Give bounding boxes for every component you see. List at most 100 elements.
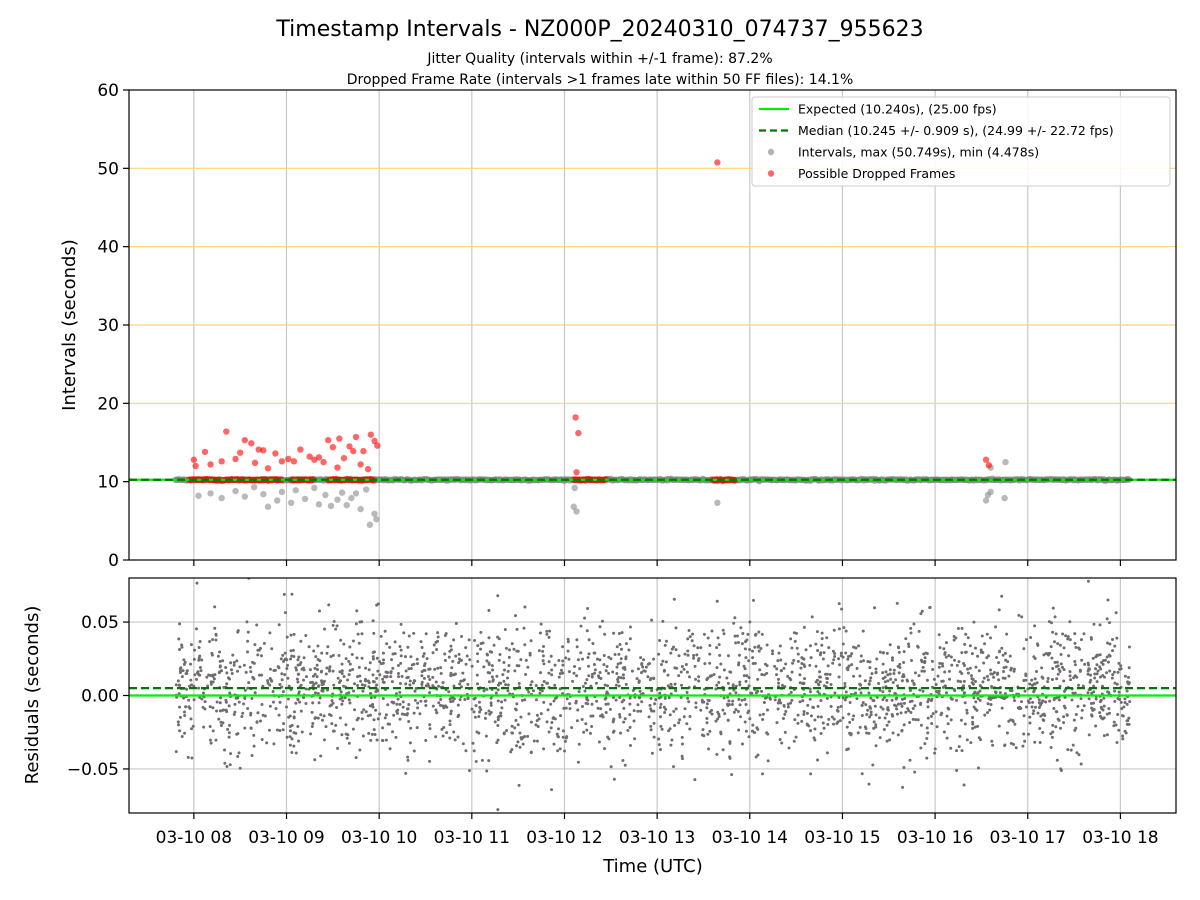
residual-point: [867, 682, 871, 686]
residual-point: [926, 731, 930, 735]
residual-point: [850, 652, 854, 656]
residual-point: [918, 688, 922, 692]
residual-point: [706, 698, 710, 702]
residual-point: [683, 707, 687, 711]
residual-point: [1021, 744, 1025, 748]
residual-point: [842, 626, 846, 630]
residual-point: [680, 742, 684, 746]
residual-point: [947, 669, 951, 673]
residual-point: [626, 728, 630, 732]
residual-point: [548, 629, 552, 633]
residual-point: [483, 716, 487, 720]
residual-point: [816, 690, 820, 694]
residual-point: [304, 702, 308, 706]
residual-point: [545, 720, 549, 724]
residual-point: [1117, 661, 1121, 665]
residual-point: [715, 646, 719, 650]
residual-point: [236, 629, 240, 633]
residual-point: [1001, 653, 1005, 657]
residual-point: [310, 680, 314, 684]
residual-point: [1128, 700, 1132, 704]
residual-point: [180, 645, 184, 649]
residual-point: [464, 662, 468, 666]
top-y-axis-label: Intervals (seconds): [59, 239, 80, 411]
residual-point: [636, 667, 640, 671]
residual-point: [947, 654, 951, 658]
residual-point: [439, 703, 443, 707]
residual-point: [180, 734, 184, 738]
residual-point: [943, 670, 947, 674]
residual-point: [182, 662, 186, 666]
interval-point: [343, 501, 350, 509]
dropped-frame-point: [329, 444, 337, 451]
residual-point: [878, 736, 882, 740]
residual-point: [726, 702, 730, 706]
residual-point: [527, 690, 531, 694]
residual-point: [956, 679, 960, 683]
residual-point: [902, 701, 906, 705]
residual-point: [702, 700, 706, 704]
residual-point: [591, 714, 595, 718]
residual-point: [792, 739, 796, 743]
residual-point: [550, 668, 554, 672]
dropped-frame-point: [320, 458, 327, 466]
residual-point: [637, 696, 641, 700]
residual-point: [388, 722, 392, 726]
residual-point: [1092, 707, 1096, 711]
residual-point: [680, 754, 684, 758]
residual-point: [678, 718, 682, 722]
residual-point: [370, 732, 374, 736]
residual-point: [1035, 681, 1039, 685]
residual-point: [938, 646, 942, 650]
dropped-frame-point: [573, 469, 580, 476]
x-tick-label: 03-10 12: [526, 828, 602, 848]
residual-point: [396, 672, 400, 676]
residual-point: [311, 701, 315, 705]
residual-point: [782, 666, 786, 670]
residual-point: [750, 649, 754, 653]
residual-point: [836, 720, 840, 724]
residual-point: [1098, 711, 1102, 715]
residual-point: [885, 723, 889, 727]
residual-point: [902, 765, 906, 769]
residual-point: [667, 696, 671, 700]
residual-point: [776, 707, 780, 711]
residual-point: [499, 681, 503, 685]
dropped-frame-point: [236, 449, 244, 456]
interval-point: [334, 496, 341, 503]
residual-point: [820, 643, 824, 647]
residual-point: [318, 659, 322, 663]
residual-point: [340, 669, 344, 673]
residual-point: [231, 653, 235, 657]
residual-point: [715, 666, 719, 670]
residual-point: [990, 685, 994, 689]
residual-point: [385, 642, 389, 646]
residual-point: [861, 701, 865, 705]
residual-point: [1102, 734, 1106, 738]
residual-point: [260, 737, 264, 741]
x-tick-label: 03-10 15: [804, 828, 880, 848]
residual-point: [1117, 728, 1121, 732]
residual-point: [849, 732, 853, 736]
residual-point: [346, 678, 350, 682]
residual-point: [271, 690, 275, 694]
residual-point: [735, 634, 739, 638]
residual-point: [268, 676, 272, 680]
residual-point: [1077, 753, 1081, 757]
residual-point: [330, 722, 334, 726]
y-tick-label: 0: [108, 551, 119, 571]
residual-point: [934, 683, 938, 687]
residual-point: [1059, 726, 1063, 730]
residual-point: [922, 669, 926, 673]
residual-point: [778, 644, 782, 648]
residual-point: [295, 677, 299, 681]
residual-point: [674, 707, 678, 711]
residual-point: [192, 648, 196, 652]
residual-point: [890, 658, 894, 662]
residual-point: [445, 731, 449, 735]
residual-point: [215, 700, 219, 704]
interval-point: [1002, 458, 1009, 466]
residual-point: [809, 656, 813, 660]
residual-point: [485, 769, 489, 773]
legend-dot-swatch: [767, 148, 775, 156]
